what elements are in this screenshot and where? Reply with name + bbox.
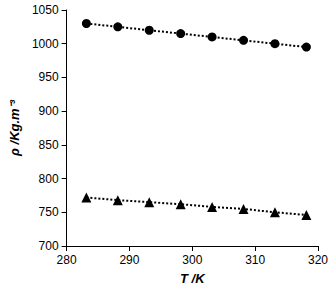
svg-text:900: 900 (39, 104, 59, 118)
svg-text:290: 290 (119, 253, 139, 267)
svg-text:850: 850 (39, 138, 59, 152)
svg-text:T /K: T /K (180, 271, 206, 286)
svg-text:700: 700 (39, 239, 59, 253)
svg-text:1050: 1050 (32, 3, 59, 17)
svg-text:310: 310 (245, 253, 265, 267)
svg-text:280: 280 (57, 253, 77, 267)
svg-text:ρ /Kg.m⁻³: ρ /Kg.m⁻³ (7, 99, 22, 157)
svg-text:1000: 1000 (32, 37, 59, 51)
svg-text:320: 320 (308, 253, 328, 267)
svg-text:300: 300 (182, 253, 202, 267)
svg-text:950: 950 (39, 70, 59, 84)
svg-text:800: 800 (39, 172, 59, 186)
svg-text:750: 750 (39, 205, 59, 219)
